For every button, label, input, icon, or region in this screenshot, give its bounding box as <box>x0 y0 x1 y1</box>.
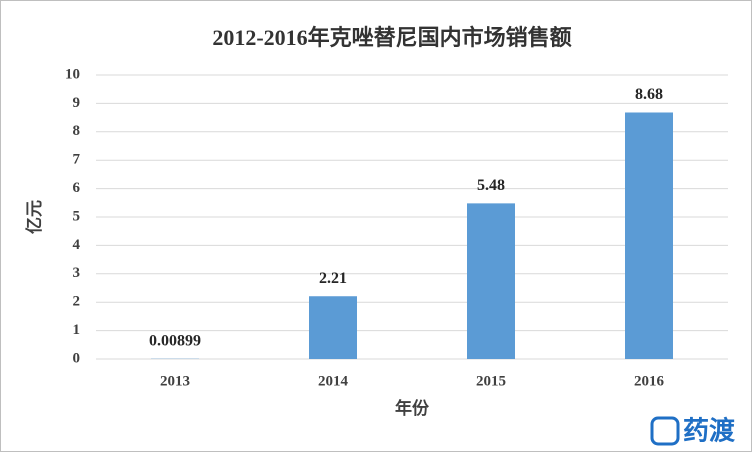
watermark-icon <box>650 416 680 446</box>
y-tick-label: 6 <box>73 180 81 196</box>
y-tick-label: 9 <box>73 95 81 111</box>
x-tick-label: 2013 <box>160 373 190 389</box>
bar <box>467 203 515 359</box>
y-tick-label: 4 <box>73 237 81 253</box>
chart-title: 2012-2016年克唑替尼国内市场销售额 <box>212 25 571 50</box>
x-tick-label: 2016 <box>634 373 665 389</box>
value-label: 8.68 <box>635 86 663 103</box>
y-tick-label: 0 <box>73 350 81 366</box>
y-tick-label: 7 <box>73 152 81 168</box>
bar <box>309 296 357 359</box>
y-tick-label: 10 <box>65 66 80 82</box>
x-tick-label: 2014 <box>318 373 349 389</box>
y-axis-title: 亿元 <box>24 200 44 234</box>
y-tick-label: 1 <box>73 322 81 338</box>
y-tick-label: 5 <box>73 208 81 224</box>
y-tick-label: 2 <box>73 294 81 310</box>
watermark-text: 药渡 <box>683 416 736 447</box>
y-tick-label: 8 <box>73 123 81 139</box>
value-label: 5.48 <box>477 177 505 194</box>
value-label: 2.21 <box>319 270 347 287</box>
value-label: 0.00899 <box>149 332 201 349</box>
bar <box>625 112 673 359</box>
x-axis-title: 年份 <box>395 398 430 418</box>
x-tick-label: 2015 <box>476 373 506 389</box>
watermark: 药渡 <box>650 416 736 447</box>
y-tick-label: 3 <box>73 265 81 281</box>
